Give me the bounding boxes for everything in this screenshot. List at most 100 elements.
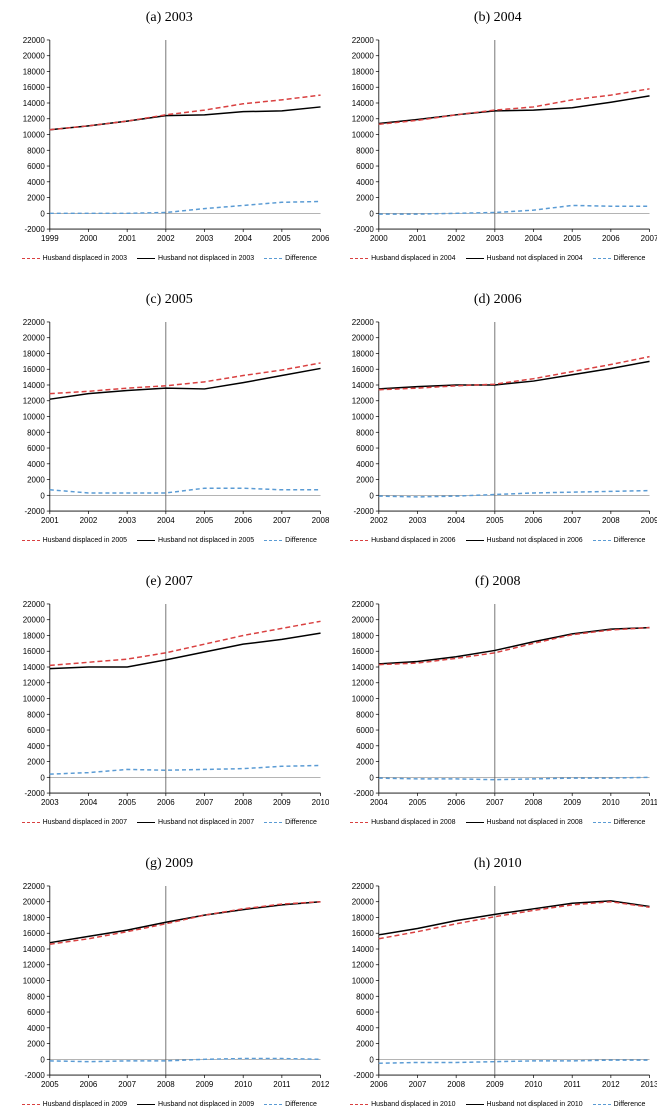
legend-label: Husband displaced in 2005	[43, 537, 127, 544]
legend-label: Husband displaced in 2009	[43, 1101, 127, 1108]
svg-text:-2000: -2000	[353, 225, 374, 234]
svg-text:2006: 2006	[157, 798, 175, 807]
legend-a: Husband displaced in 2003 Husband not di…	[22, 255, 317, 262]
svg-text:16000: 16000	[351, 365, 374, 374]
svg-text:4000: 4000	[27, 742, 45, 751]
legend-difference: Difference	[264, 1101, 317, 1108]
svg-text:14000: 14000	[23, 663, 46, 672]
legend-difference: Difference	[264, 819, 317, 826]
svg-text:14000: 14000	[23, 381, 46, 390]
svg-text:10000: 10000	[23, 131, 46, 140]
svg-text:2010: 2010	[312, 798, 329, 807]
svg-text:4000: 4000	[27, 178, 45, 187]
svg-text:10000: 10000	[23, 976, 46, 985]
svg-text:2003: 2003	[118, 516, 136, 525]
svg-text:2008: 2008	[234, 798, 252, 807]
svg-text:2012: 2012	[602, 1080, 620, 1089]
svg-text:2010: 2010	[234, 1080, 252, 1089]
legend-label: Husband not displaced in 2010	[487, 1101, 583, 1108]
svg-text:2005: 2005	[563, 234, 581, 243]
legend-not-displaced: Husband not displaced in 2006	[466, 537, 583, 544]
legend-f: Husband displaced in 2008 Husband not di…	[350, 819, 645, 826]
svg-text:20000: 20000	[23, 616, 46, 625]
svg-text:2008: 2008	[447, 1080, 465, 1089]
legend-difference: Difference	[593, 1101, 646, 1108]
legend-label: Husband displaced in 2007	[43, 819, 127, 826]
legend-displaced: Husband displaced in 2007	[22, 819, 127, 826]
legend-label: Husband displaced in 2004	[371, 255, 455, 262]
svg-text:16000: 16000	[351, 929, 374, 938]
panel-title: (g) 2009	[145, 856, 193, 872]
panel-title: (d) 2006	[474, 292, 522, 308]
svg-text:2006: 2006	[80, 1080, 98, 1089]
svg-text:2012: 2012	[312, 1080, 329, 1089]
svg-text:-2000: -2000	[353, 507, 374, 516]
legend-line-icon	[264, 540, 282, 541]
svg-text:2007: 2007	[563, 516, 581, 525]
svg-text:4000: 4000	[27, 1024, 45, 1033]
svg-text:2009: 2009	[196, 1080, 214, 1089]
legend-label: Husband not displaced in 2003	[158, 255, 254, 262]
panel-d: (d) 2006 -200002000400060008000100001200…	[339, 292, 658, 544]
legend-displaced: Husband displaced in 2005	[22, 537, 127, 544]
svg-text:2004: 2004	[157, 516, 175, 525]
svg-text:2005: 2005	[408, 798, 426, 807]
svg-text:0: 0	[369, 773, 374, 782]
svg-text:2000: 2000	[369, 234, 387, 243]
svg-text:0: 0	[369, 1055, 374, 1064]
legend-displaced: Husband displaced in 2003	[22, 255, 127, 262]
legend-line-icon	[350, 258, 368, 259]
svg-text:2001: 2001	[41, 516, 59, 525]
legend-label: Difference	[614, 537, 646, 544]
svg-text:8000: 8000	[27, 992, 45, 1001]
svg-text:2006: 2006	[602, 234, 620, 243]
svg-text:16000: 16000	[23, 83, 46, 92]
svg-text:2000: 2000	[356, 476, 374, 485]
svg-text:2000: 2000	[27, 757, 45, 766]
legend-label: Husband not displaced in 2005	[158, 537, 254, 544]
legend-line-icon	[350, 540, 368, 541]
legend-label: Difference	[285, 1101, 317, 1108]
svg-text:6000: 6000	[27, 162, 45, 171]
svg-text:0: 0	[40, 1055, 45, 1064]
legend-line-icon	[466, 822, 484, 823]
chart-h: -200002000400060008000100001200014000160…	[339, 878, 658, 1097]
svg-text:10000: 10000	[351, 976, 374, 985]
panel-c: (c) 2005 -200002000400060008000100001200…	[10, 292, 329, 544]
svg-text:12000: 12000	[351, 115, 374, 124]
svg-text:2006: 2006	[524, 516, 542, 525]
svg-text:2005: 2005	[273, 234, 291, 243]
svg-text:2007: 2007	[485, 798, 503, 807]
legend-displaced: Husband displaced in 2009	[22, 1101, 127, 1108]
svg-text:8000: 8000	[356, 710, 374, 719]
panel-h: (h) 2010 -200002000400060008000100001200…	[339, 856, 658, 1108]
chart-e: -200002000400060008000100001200014000160…	[10, 596, 329, 815]
svg-text:2013: 2013	[640, 1080, 657, 1089]
svg-text:14000: 14000	[23, 99, 46, 108]
svg-text:2002: 2002	[369, 516, 387, 525]
svg-text:2010: 2010	[524, 1080, 542, 1089]
svg-text:6000: 6000	[356, 1008, 374, 1017]
svg-text:18000: 18000	[23, 67, 46, 76]
svg-text:20000: 20000	[351, 334, 374, 343]
svg-text:10000: 10000	[351, 131, 374, 140]
legend-line-icon	[264, 822, 282, 823]
svg-text:2009: 2009	[485, 1080, 503, 1089]
legend-label: Husband displaced in 2003	[43, 255, 127, 262]
legend-h: Husband displaced in 2010 Husband not di…	[350, 1101, 645, 1108]
svg-text:12000: 12000	[351, 679, 374, 688]
panel-title: (c) 2005	[146, 292, 193, 308]
svg-text:4000: 4000	[356, 460, 374, 469]
svg-text:2000: 2000	[27, 476, 45, 485]
svg-text:16000: 16000	[23, 647, 46, 656]
svg-text:-2000: -2000	[24, 507, 45, 516]
legend-line-icon	[137, 540, 155, 541]
svg-text:20000: 20000	[351, 616, 374, 625]
svg-text:22000: 22000	[351, 36, 374, 45]
legend-not-displaced: Husband not displaced in 2003	[137, 255, 254, 262]
chart-wrap: -200002000400060008000100001200014000160…	[339, 314, 658, 533]
svg-text:10000: 10000	[23, 412, 46, 421]
legend-line-icon	[593, 540, 611, 541]
legend-label: Husband not displaced in 2007	[158, 819, 254, 826]
svg-text:2000: 2000	[27, 1039, 45, 1048]
